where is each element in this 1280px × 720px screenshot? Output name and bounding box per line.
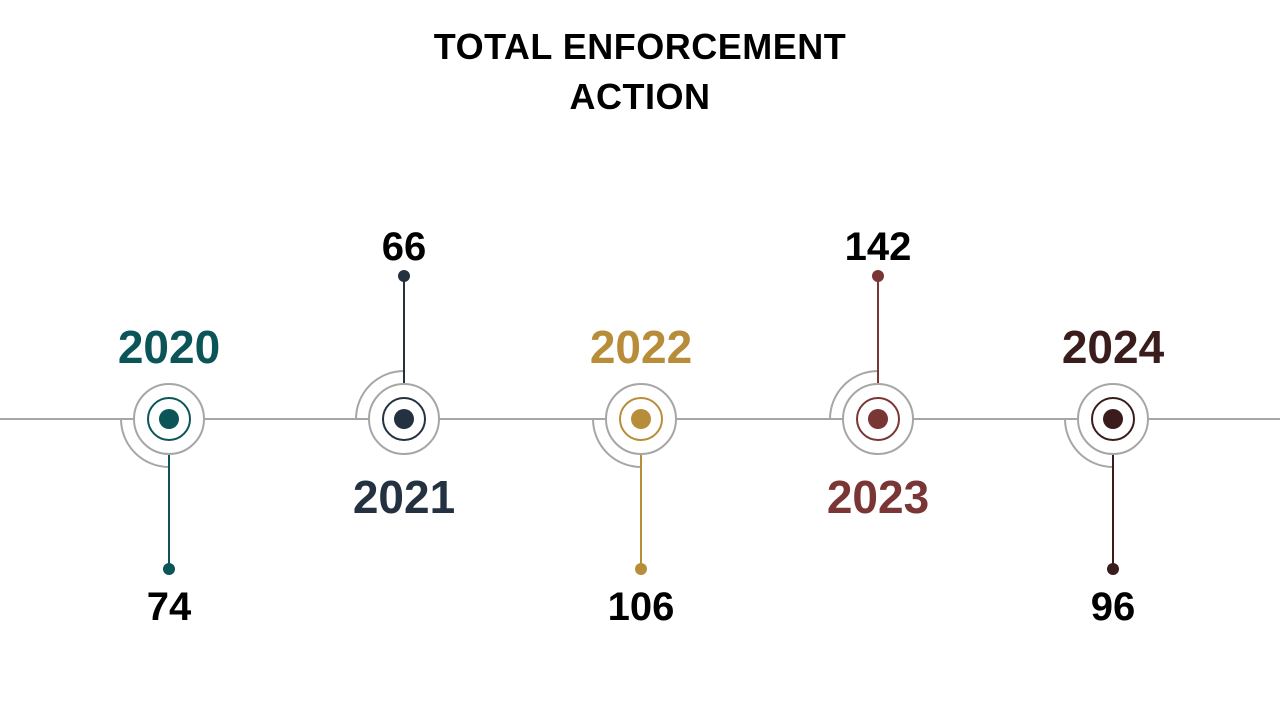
value-label-2024: 96 [1090,585,1136,629]
connector-dot [635,563,647,575]
value-label-2020: 74 [146,585,192,629]
accent-arc [355,370,405,420]
timeline-node-2021 [355,270,440,455]
accent-arc [120,418,170,468]
accent-arc [592,418,642,468]
year-label-2021: 2021 [352,471,456,523]
timeline-nodes [120,270,1149,575]
year-label-2020: 2020 [117,321,221,373]
center-dot [868,409,888,429]
timeline-node-2020 [120,383,205,575]
connector-dot [163,563,175,575]
year-label-2023: 2023 [826,471,930,523]
year-label-2024: 2024 [1061,321,1165,373]
center-dot [1103,409,1123,429]
timeline-node-2024 [1064,383,1149,575]
title-line-1: TOTAL ENFORCEMENT [433,26,847,67]
value-label-2022: 106 [607,585,675,629]
accent-arc [1064,418,1114,468]
center-dot [631,409,651,429]
value-label-2021: 66 [381,225,427,269]
connector-dot [872,270,884,282]
timeline-node-2022 [592,383,677,575]
title-line-2: ACTION [569,76,711,117]
year-label-2022: 2022 [589,321,693,373]
chart-title: TOTAL ENFORCEMENT ACTION [0,22,1280,122]
accent-arc [829,370,879,420]
connector-dot [1107,563,1119,575]
value-label-2023: 142 [844,225,912,269]
center-dot [159,409,179,429]
center-dot [394,409,414,429]
connector-dot [398,270,410,282]
timeline-node-2023 [829,270,914,455]
